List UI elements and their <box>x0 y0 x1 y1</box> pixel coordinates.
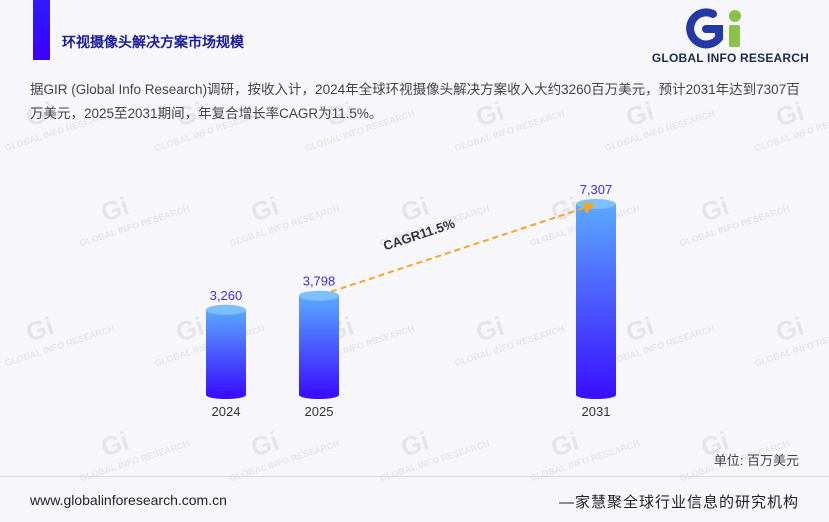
category-label-2025: 2025 <box>305 404 334 419</box>
category-label-2024: 2024 <box>212 404 241 419</box>
bar-2025 <box>299 290 339 399</box>
title-accent-bar <box>33 0 50 60</box>
unit-label: 单位: 百万美元 <box>713 453 799 468</box>
value-label-2024: 3,260 <box>210 288 243 303</box>
value-label-2031: 7,307 <box>580 182 613 197</box>
bar-2024 <box>206 304 246 399</box>
logo-brand-name: GLOBAL INFO RESEARCH <box>651 51 809 65</box>
market-summary-text: 据GIR (Global Info Research)调研，按收入计，2024年… <box>30 82 800 121</box>
value-label-2025: 3,798 <box>303 274 336 289</box>
footer-website-link[interactable]: www.globalinforesearch.com.cn <box>30 492 227 508</box>
company-logo: GLOBAL INFO RESEARCH <box>629 8 809 66</box>
category-label-2031: 2031 <box>582 404 611 419</box>
footer-divider <box>0 476 829 477</box>
cagr-annotation-label: CAGR11.5% <box>381 216 457 254</box>
bar-2031 <box>576 199 616 399</box>
page-title: 环视摄像头解决方案市场规模 <box>62 34 244 50</box>
gir-logo-icon <box>686 8 741 49</box>
cagr-arrow <box>330 202 596 293</box>
footer-slogan: —家慧聚全球行业信息的研究机构 <box>558 494 799 511</box>
